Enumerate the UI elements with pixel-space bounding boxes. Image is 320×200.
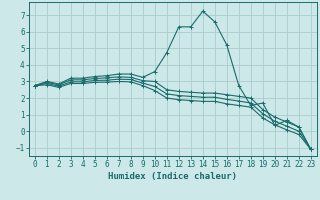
X-axis label: Humidex (Indice chaleur): Humidex (Indice chaleur) [108,172,237,181]
